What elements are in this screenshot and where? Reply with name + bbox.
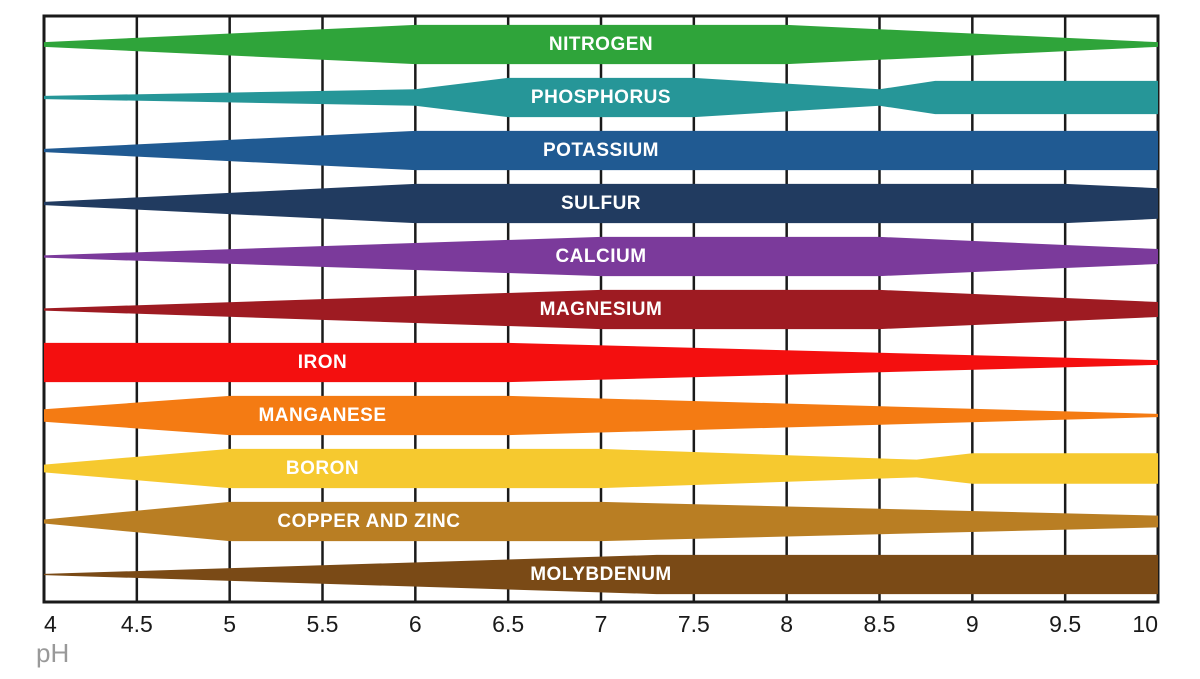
x-tick: 4 [44, 611, 57, 637]
x-tick: 5.5 [307, 611, 339, 637]
nutrient-bands: NITROGEN PHOSPHORUS POTASSIUM SULFUR CALCIUM… [44, 25, 1158, 594]
nutrient-label: BORON [286, 458, 359, 479]
nutrient-label: IRON [298, 352, 348, 373]
x-tick: 8 [780, 611, 793, 637]
nutrient-label: COPPER AND ZINC [277, 511, 460, 532]
x-tick: 6 [409, 611, 422, 637]
x-axis-title: pH [36, 638, 69, 668]
x-tick: 9.5 [1049, 611, 1081, 637]
x-tick: 6.5 [492, 611, 524, 637]
x-tick: 7 [595, 611, 608, 637]
x-tick: 4.5 [121, 611, 153, 637]
x-tick: 9 [966, 611, 979, 637]
nutrient-label: MAGNESIUM [540, 299, 663, 320]
nutrient-band [44, 396, 1158, 435]
x-tick: 7.5 [678, 611, 710, 637]
nutrient-label: NITROGEN [549, 34, 653, 55]
nutrient-label: PHOSPHORUS [531, 87, 671, 108]
x-tick: 10 [1132, 611, 1158, 637]
x-tick: 8.5 [864, 611, 896, 637]
nutrient-label: SULFUR [561, 193, 641, 214]
x-tick-labels: 4 4.5 5 5.5 6 6.5 7 7.5 8 8.5 9 9.5 10 [44, 611, 1158, 637]
nutrient-ph-availability-chart: NITROGEN PHOSPHORUS POTASSIUM SULFUR CALCIUM… [0, 0, 1200, 679]
nutrient-band [44, 502, 1158, 541]
nutrient-label: MOLYBDENUM [530, 564, 672, 585]
nutrient-label: POTASSIUM [543, 140, 659, 161]
x-tick: 5 [223, 611, 236, 637]
nutrient-label: CALCIUM [555, 246, 646, 267]
nutrient-label: MANGANESE [258, 405, 386, 426]
nutrient-band [44, 343, 1158, 382]
nutrient-band [44, 449, 1158, 488]
